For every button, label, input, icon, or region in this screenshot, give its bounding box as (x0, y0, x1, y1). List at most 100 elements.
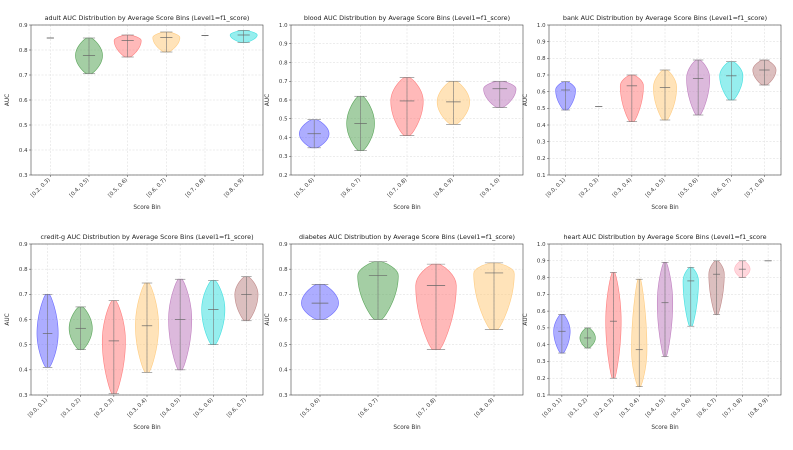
plot-frame (548, 24, 782, 176)
x-tick-label: [0.5, 0.6) (193, 397, 215, 419)
y-tick-label: 0.7 (19, 292, 28, 298)
x-tick-label: [0.8, 0.9) (433, 177, 455, 199)
x-tick-label: [0.5, 0.6) (300, 397, 322, 419)
y-tick-label: 0.4 (279, 368, 288, 374)
chart-title: diabetes AUC Distribution by Average Sco… (299, 233, 515, 241)
chart-panel-3: credit-g AUC Distribution by Average Sco… (5, 233, 264, 431)
y-tick-label: 0.8 (19, 48, 28, 54)
y-tick-label: 0.4 (279, 135, 288, 141)
y-tick-label: 0.6 (279, 98, 288, 104)
chart-title: bank AUC Distribution by Average Score B… (563, 14, 767, 22)
x-tick-label: [0.8, 0.9) (748, 397, 770, 419)
x-axis-label: Score Bin (651, 205, 679, 211)
y-axis-label: AUC (523, 94, 529, 106)
x-tick-label: [0.8, 0.9) (474, 397, 496, 419)
x-axis-label: Score Bin (393, 205, 421, 211)
x-axis-label: Score Bin (133, 205, 161, 211)
x-tick-label: [0.5, 0.6) (670, 397, 692, 419)
y-tick-label: 0.9 (19, 242, 28, 248)
plot-frame (290, 24, 524, 176)
y-axis-label: AUC (523, 313, 529, 325)
y-tick-label: 0.9 (537, 39, 546, 45)
x-tick-label: [0.0, 0.1) (27, 397, 49, 419)
y-tick-label: 0.7 (279, 79, 288, 85)
y-tick-label: 0.6 (19, 317, 28, 323)
x-tick-label: [0.9, 1.0) (479, 177, 501, 199)
y-tick-label: 0.5 (537, 106, 546, 112)
y-tick-label: 0.9 (279, 42, 288, 48)
x-tick-label: [0.6, 0.7) (226, 397, 248, 419)
x-tick-label: [0.6, 0.7) (711, 177, 733, 199)
x-tick-label: [0.2, 0.3) (94, 397, 116, 419)
y-tick-label: 0.3 (537, 139, 546, 145)
x-tick-label: [0.4, 0.5) (69, 177, 91, 199)
chart-panel-5: heart AUC Distribution by Average Score … (523, 233, 782, 431)
y-axis-label: AUC (265, 313, 271, 325)
plot-frame (548, 243, 782, 396)
y-axis-label: AUC (5, 313, 11, 325)
x-axis-label: Score Bin (651, 425, 679, 431)
chart-panel-4: diabetes AUC Distribution by Average Sco… (265, 233, 524, 431)
y-tick-label: 0.7 (279, 292, 288, 298)
x-axis-label: Score Bin (393, 425, 421, 431)
x-tick-label: [0.7, 0.8) (416, 397, 438, 419)
y-tick-label: 0.2 (537, 156, 546, 162)
x-tick-label: [0.3, 0.4) (127, 397, 149, 419)
y-tick-label: 0.5 (279, 117, 288, 123)
y-tick-label: 0.8 (279, 60, 288, 66)
x-tick-label: [0.4, 0.5) (645, 177, 667, 199)
x-tick-label: [0.5, 0.6) (678, 177, 700, 199)
x-tick-label: [0.3, 0.4) (612, 177, 634, 199)
x-tick-label: [0.7, 0.8) (387, 177, 409, 199)
x-tick-label: [0.0, 0.1) (545, 177, 567, 199)
y-tick-label: 0.3 (19, 393, 28, 399)
y-axis-label: AUC (5, 94, 11, 106)
y-tick-label: 0.9 (279, 242, 288, 248)
x-tick-label: [0.2, 0.3) (30, 177, 52, 199)
y-tick-label: 0.3 (279, 393, 288, 399)
chart-title: heart AUC Distribution by Average Score … (563, 233, 766, 241)
x-tick-label: [0.0, 0.1) (542, 397, 564, 419)
y-tick-label: 0.7 (537, 292, 546, 298)
x-tick-label: [0.5, 0.6) (107, 177, 129, 199)
x-tick-label: [0.4, 0.5) (160, 397, 182, 419)
y-tick-label: 0.6 (537, 309, 546, 315)
x-tick-label: [0.1, 0.2) (567, 397, 589, 419)
chart-title: blood AUC Distribution by Average Score … (304, 14, 510, 22)
x-tick-label: [0.2, 0.3) (578, 177, 600, 199)
y-tick-label: 0.5 (19, 123, 28, 129)
x-tick-label: [0.6, 0.7) (146, 177, 168, 199)
y-tick-label: 0.4 (537, 123, 546, 129)
x-tick-label: [0.2, 0.3) (593, 397, 615, 419)
y-axis-label: AUC (265, 94, 271, 106)
x-tick-label: [0.3, 0.4) (619, 397, 641, 419)
x-tick-label: [0.4, 0.5) (645, 397, 667, 419)
x-axis-label: Score Bin (133, 425, 161, 431)
y-tick-label: 0.2 (279, 173, 288, 179)
y-tick-label: 1.0 (279, 23, 288, 29)
chart-panel-0: adult AUC Distribution by Average Score … (5, 14, 264, 211)
y-tick-label: 0.8 (19, 267, 28, 273)
y-tick-label: 1.0 (537, 242, 546, 248)
y-tick-label: 0.9 (19, 23, 28, 29)
x-tick-label: [0.7, 0.8) (744, 177, 766, 199)
y-tick-label: 0.3 (537, 359, 546, 365)
x-tick-label: [0.7, 0.8) (722, 397, 744, 419)
y-tick-label: 0.5 (537, 326, 546, 332)
x-tick-label: [0.1, 0.2) (60, 397, 82, 419)
y-tick-label: 0.1 (537, 173, 546, 179)
x-tick-label: [0.8, 0.9) (223, 177, 245, 199)
y-tick-label: 0.9 (537, 259, 546, 265)
y-tick-label: 1.0 (537, 23, 546, 29)
chart-panel-1: blood AUC Distribution by Average Score … (265, 14, 524, 211)
y-tick-label: 0.3 (19, 173, 28, 179)
plot-frame (30, 243, 264, 396)
y-tick-label: 0.4 (19, 368, 28, 374)
y-tick-label: 0.8 (537, 275, 546, 281)
plot-frame (290, 243, 524, 396)
y-tick-label: 0.8 (279, 267, 288, 273)
y-tick-label: 0.7 (19, 73, 28, 79)
x-tick-label: [0.6, 0.7) (696, 397, 718, 419)
